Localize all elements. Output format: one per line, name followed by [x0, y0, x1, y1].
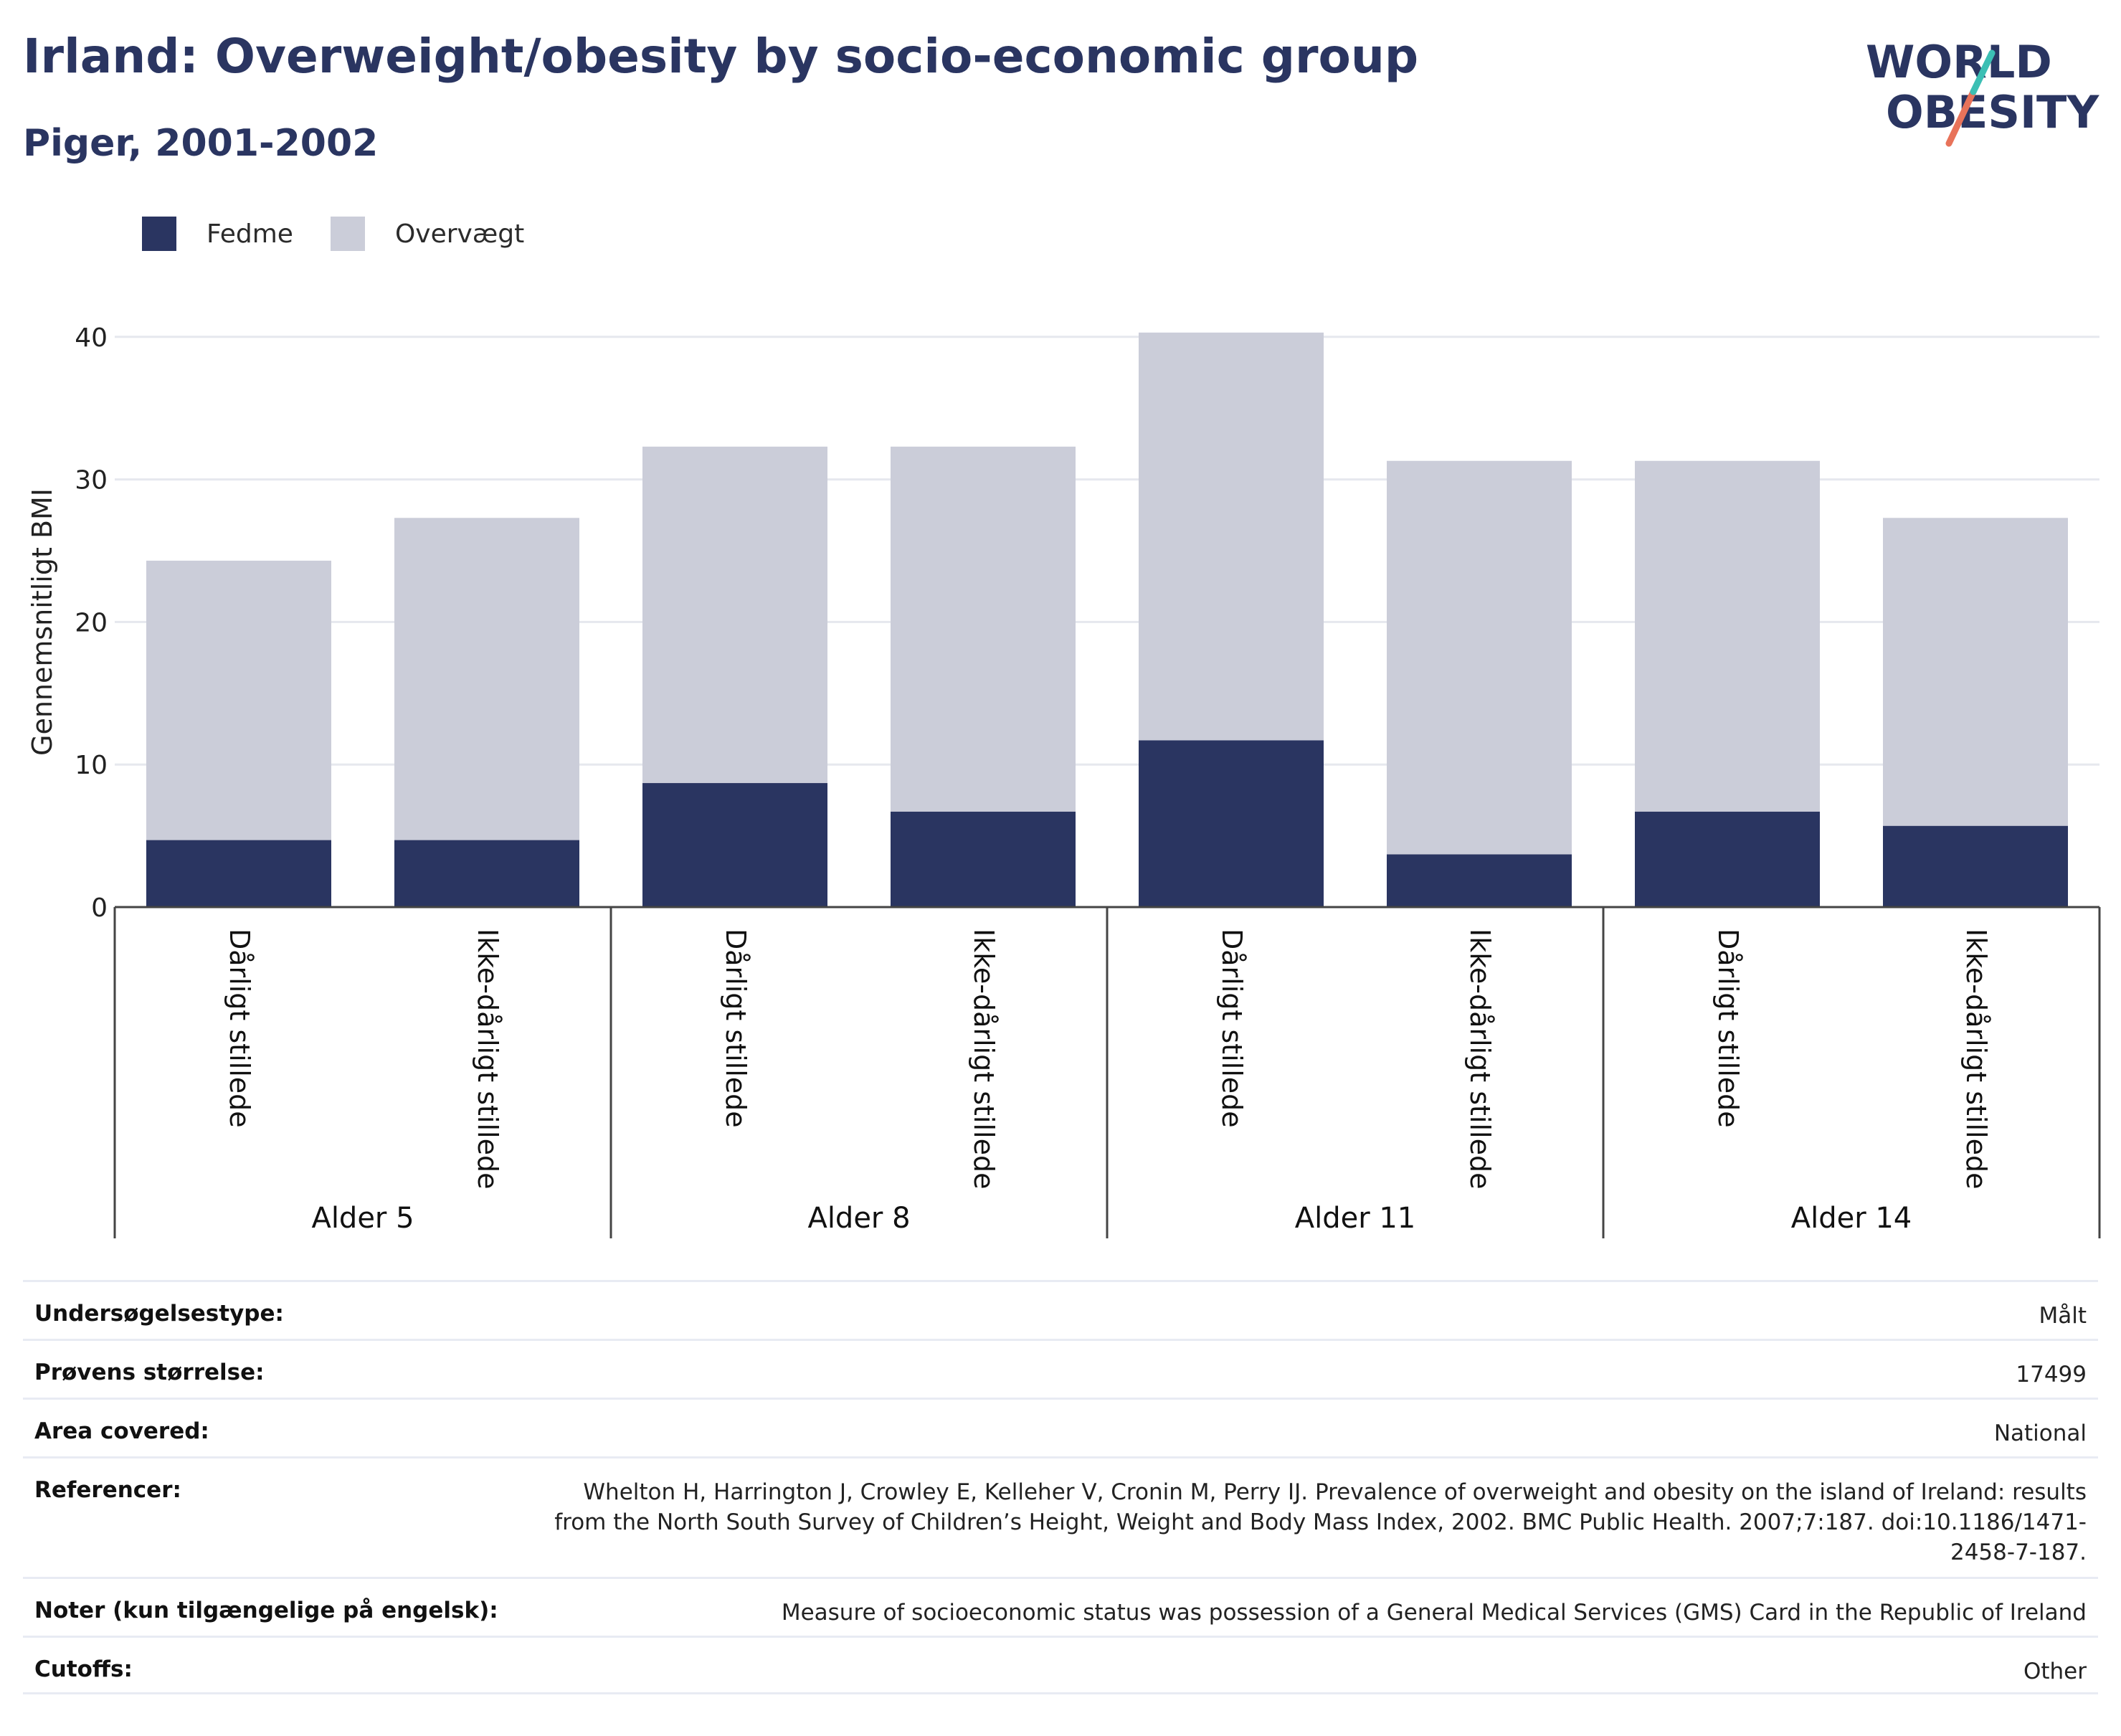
legend-swatch-overvaegt — [330, 217, 365, 251]
x-category-label: Ikke-dårligt stillede — [1960, 929, 1992, 1189]
info-label: Cutoffs: — [34, 1656, 133, 1682]
x-category-label: Ikke-dårligt stillede — [1464, 929, 1496, 1189]
bar-fedme — [1883, 825, 2068, 907]
bar-overvaegt — [146, 560, 331, 840]
chart-legend: Fedme Overvægt — [142, 212, 561, 255]
y-axis-label: Gennemsnitligt BMI — [27, 488, 58, 756]
bar-chart: 0 10 20 30 40 Gennemsnitligt BMI Dårligt still… — [27, 323, 2101, 1238]
y-tick-label: 0 — [91, 893, 108, 923]
page-title: Irland: Overweight/obesity by socio-econ… — [23, 29, 1419, 84]
x-group-label: Alder 5 — [311, 1202, 414, 1235]
info-value: Measure of socioeconomic status was poss… — [781, 1600, 2087, 1626]
info-label: Prøvens størrelse: — [34, 1360, 265, 1385]
info-value: 17499 — [2016, 1362, 2087, 1388]
info-value: Målt — [2039, 1303, 2087, 1329]
legend-swatch-fedme — [142, 217, 176, 251]
info-row-references: Referencer: Whelton H, Harrington J, Cro… — [23, 1456, 2098, 1577]
info-row-survey-type: Undersøgelsestype: Målt — [23, 1280, 2098, 1339]
info-label: Area covered: — [34, 1418, 209, 1444]
info-row-cutoffs: Cutoffs: Other — [23, 1636, 2098, 1694]
bar-fedme — [394, 840, 579, 907]
x-group-label: Alder 11 — [1295, 1202, 1416, 1235]
info-row-notes: Noter (kun tilgængelige på engelsk): Mea… — [23, 1577, 2098, 1636]
bar-fedme — [146, 840, 331, 907]
bar-overvaegt — [642, 446, 827, 784]
info-value[interactable]: Whelton H, Harrington J, Crowley E, Kell… — [554, 1479, 2087, 1565]
bar-overvaegt — [1883, 518, 2068, 826]
logo-text-obesity: OBESITY — [1886, 86, 2099, 138]
info-value: National — [1993, 1420, 2087, 1446]
info-table: Undersøgelsestype: Målt Prøvens størrels… — [23, 1280, 2098, 1694]
logo-text-world: WORLD — [1866, 36, 2052, 88]
y-tick-label: 40 — [75, 323, 108, 353]
info-row-area: Area covered: National — [23, 1398, 2098, 1456]
x-category-label: Dårligt stillede — [1216, 929, 1248, 1128]
x-group-label: Alder 14 — [1791, 1202, 1912, 1235]
bar-overvaegt — [394, 518, 579, 840]
x-category-label: Ikke-dårligt stillede — [472, 929, 503, 1189]
y-tick-label: 30 — [75, 466, 108, 495]
info-label: Referencer: — [34, 1477, 181, 1503]
bar-overvaegt — [891, 446, 1076, 812]
bar-fedme — [1387, 854, 1572, 907]
legend-item-fedme[interactable]: Fedme — [142, 217, 293, 251]
bar-overvaegt — [1635, 460, 1820, 812]
bar-fedme — [1635, 811, 1820, 907]
bar-fedme — [642, 783, 827, 907]
info-label: Undersøgelsestype: — [34, 1301, 284, 1327]
info-row-sample-size: Prøvens størrelse: 17499 — [23, 1339, 2098, 1398]
bar-fedme — [1139, 740, 1324, 907]
x-category-label: Dårligt stillede — [224, 929, 255, 1128]
x-category-label: Dårligt stillede — [1712, 929, 1744, 1128]
x-category-label: Dårligt stillede — [720, 929, 751, 1128]
bar-overvaegt — [1139, 332, 1324, 741]
y-tick-label: 20 — [75, 608, 108, 637]
info-value: Other — [2023, 1659, 2087, 1684]
legend-item-overvaegt[interactable]: Overvægt — [330, 217, 525, 251]
bar-fedme — [891, 811, 1076, 907]
x-group-label: Alder 8 — [807, 1202, 910, 1235]
y-tick-label: 10 — [75, 751, 108, 780]
legend-label-overvaegt: Overvægt — [394, 219, 525, 249]
world-obesity-logo: WORLD OBESITY — [1866, 36, 2099, 147]
page-subtitle: Piger, 2001-2002 — [23, 122, 379, 165]
legend-label-fedme: Fedme — [207, 219, 293, 249]
info-label: Noter (kun tilgængelige på engelsk): — [34, 1598, 498, 1623]
bar-overvaegt — [1387, 460, 1572, 855]
x-category-label: Ikke-dårligt stillede — [968, 929, 1000, 1189]
